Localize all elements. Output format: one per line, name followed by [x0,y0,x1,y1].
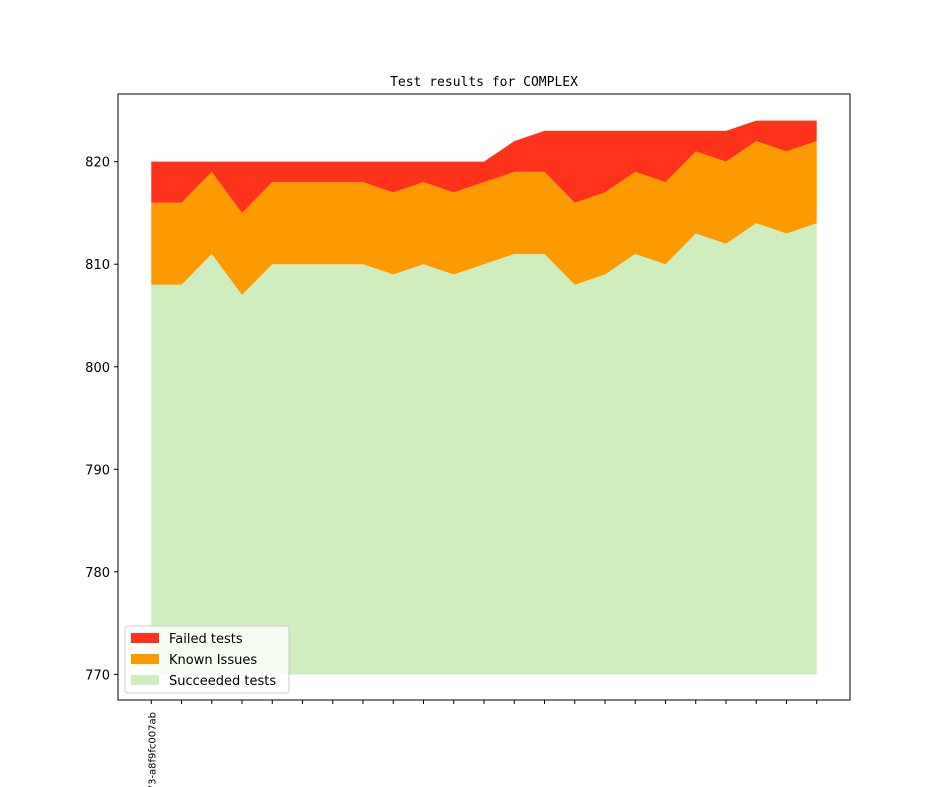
legend-label: Succeeded tests [169,674,276,689]
chart-title: Test results for COMPLEX [390,75,578,90]
area-succeeded-tests [151,223,817,675]
legend-swatch [131,654,159,664]
y-tick-label: 810 [85,258,110,273]
y-tick-label: 790 [85,463,110,478]
legend: Failed tests Known Issues Succeeded tests [124,625,290,694]
legend-label: Known Issues [169,653,257,668]
legend-swatch [131,675,159,685]
y-tick-label: 800 [85,361,110,376]
area-known-issues [151,141,817,295]
legend-box [124,625,290,694]
legend-label: Failed tests [169,632,243,647]
area-failed-tests [151,120,817,213]
y-tick-label: 770 [85,668,110,683]
y-tick-label: 820 [85,156,110,171]
x-tick-label: 73-a8f9fc007ab [147,712,158,787]
legend-swatch [131,633,159,643]
y-tick-label: 780 [85,566,110,581]
